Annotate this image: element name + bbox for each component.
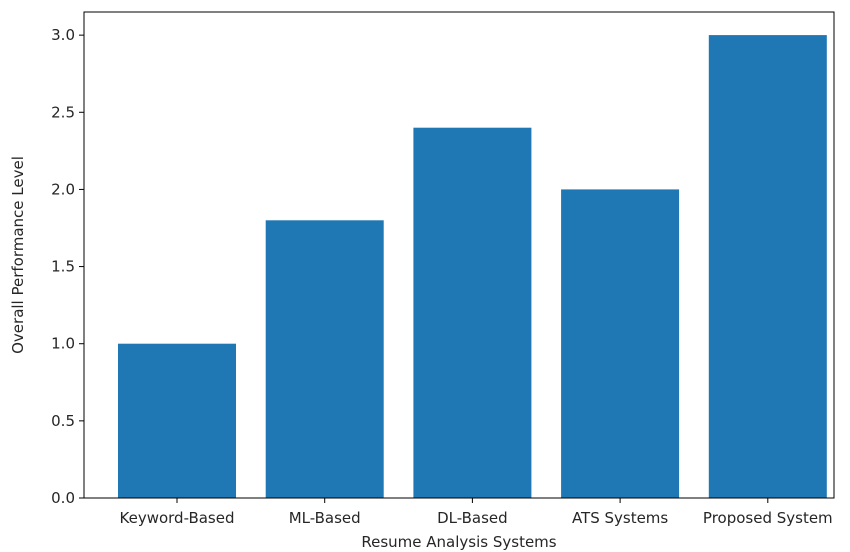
y-axis-title: Overall Performance Level <box>9 156 27 354</box>
y-tick-label: 2.0 <box>51 180 75 198</box>
y-tick-label: 0.0 <box>51 489 75 507</box>
x-tick-label: Keyword-Based <box>120 509 235 527</box>
y-tick-label: 0.5 <box>51 412 75 430</box>
bar-dl-based <box>413 127 532 498</box>
y-tick-label: 1.5 <box>51 258 75 276</box>
x-axis-ticks: Keyword-Based ML-Based DL-Based ATS Systems… <box>120 498 833 527</box>
y-axis-ticks: 0.0 0.5 1.0 1.5 2.0 2.5 3.0 <box>51 26 84 507</box>
plot-frame <box>83 11 835 499</box>
bar-proposed-system <box>708 35 827 498</box>
x-tick-label: ML-Based <box>289 509 361 527</box>
axes-group <box>83 11 835 499</box>
bar-keyword-based <box>118 343 236 498</box>
x-tick-label: Proposed System <box>703 509 833 527</box>
x-axis-title: Resume Analysis Systems <box>361 533 556 551</box>
y-tick-label: 2.5 <box>51 103 75 121</box>
x-tick-label: ATS Systems <box>572 509 668 527</box>
y-tick-label: 1.0 <box>51 335 75 353</box>
bars-group <box>118 35 827 499</box>
y-tick-label: 3.0 <box>51 26 75 44</box>
bar-ats-systems <box>561 189 680 498</box>
x-tick-label: DL-Based <box>437 509 508 527</box>
bar-ml-based <box>265 220 384 499</box>
